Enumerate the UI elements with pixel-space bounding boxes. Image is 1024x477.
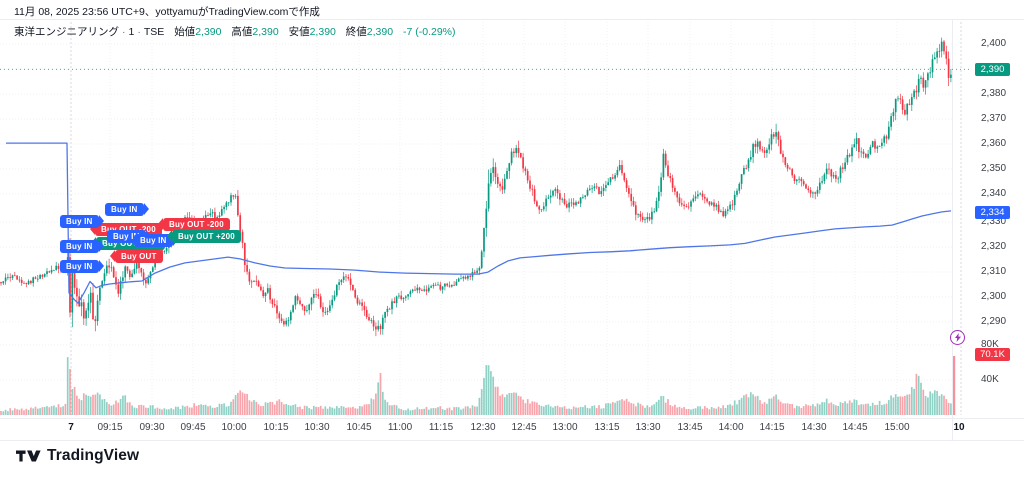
- time-axis-label: 14:15: [759, 422, 785, 433]
- price-axis-label: 40K: [981, 374, 999, 385]
- time-axis-label: 12:30: [470, 422, 496, 433]
- time-axis-label: 10:00: [221, 422, 247, 433]
- close-label: 終値: [345, 26, 367, 38]
- high-label: 高値: [231, 26, 253, 38]
- time-axis-label: 09:30: [139, 422, 165, 433]
- interval-label: 1: [128, 26, 135, 38]
- volume-value-badge: 70.1K: [975, 347, 1010, 361]
- price-axis-label: 2,300: [981, 291, 1007, 302]
- trade-marker-buy-in[interactable]: Buy IN: [60, 240, 104, 253]
- time-axis-label: 13:30: [635, 422, 661, 433]
- low-value: 2,390: [309, 26, 336, 38]
- tradingview-logo-icon: [16, 450, 41, 462]
- trade-marker-buy-in[interactable]: Buy IN: [60, 215, 104, 228]
- price-axis-label: 2,400: [981, 38, 1007, 49]
- price-axis-label: 2,350: [981, 163, 1007, 174]
- open-value: 2,390: [195, 26, 222, 38]
- time-axis-label: 10:45: [346, 422, 372, 433]
- time-axis-label: 13:15: [594, 422, 620, 433]
- ma-value-badge: 2,334: [975, 205, 1010, 219]
- price-axis-label: 2,360: [981, 138, 1007, 149]
- time-axis-label: 15:00: [884, 422, 910, 433]
- time-axis-label: 12:45: [511, 422, 537, 433]
- tradingview-logo-text: TradingView: [47, 447, 140, 464]
- price-axis-label: 2,380: [981, 88, 1007, 99]
- time-axis-label: 13:45: [677, 422, 703, 433]
- time-axis-border: [0, 418, 1024, 419]
- time-axis-label: 10:30: [304, 422, 330, 433]
- time-axis-label: 11:00: [387, 422, 413, 433]
- instant-order-button[interactable]: [950, 330, 965, 345]
- price-axis-label: 2,290: [981, 316, 1007, 327]
- low-label: 安値: [288, 26, 310, 38]
- price-axis-label: 2,340: [981, 188, 1007, 199]
- price-axis-border: [952, 20, 953, 441]
- trade-marker-buy-out[interactable]: Buy OUT: [110, 250, 163, 263]
- tradingview-logo[interactable]: TradingView: [16, 447, 139, 465]
- price-axis-label: 2,330: [981, 216, 1007, 227]
- footer-divider: [0, 440, 1024, 441]
- price-axis-label: 2,310: [981, 266, 1007, 277]
- change-value: -7 (-0.29%): [403, 26, 456, 38]
- trade-marker-buy-out--200[interactable]: Buy OUT -200: [158, 218, 230, 231]
- symbol-title: 東洋エンジニアリング: [14, 26, 119, 38]
- lightning-icon: [954, 333, 961, 342]
- exchange-label: TSE: [143, 26, 165, 38]
- price-axis-label: 80K: [981, 339, 999, 350]
- trade-marker-buy-in[interactable]: Buy IN: [105, 203, 149, 216]
- header-divider: [0, 19, 1024, 20]
- time-axis-label: 11:15: [428, 422, 454, 433]
- symbol-legend[interactable]: 東洋エンジニアリング · 1 · TSE 始値2,390 高値2,390 安値2,390…: [14, 26, 456, 38]
- time-axis-label: 14:00: [718, 422, 744, 433]
- time-axis-label: 14:30: [801, 422, 827, 433]
- trade-marker-buy-out-+200[interactable]: Buy OUT +200: [167, 230, 241, 243]
- trade-marker-buy-in[interactable]: Buy IN: [60, 260, 104, 273]
- time-axis-label: 10: [953, 422, 965, 433]
- open-label: 始値: [174, 26, 196, 38]
- time-axis-label: 10:15: [263, 422, 289, 433]
- snapshot-attribution: 11月 08, 2025 23:56 UTC+9、yottyamuがTradin…: [14, 6, 320, 18]
- time-axis-label: 14:45: [842, 422, 868, 433]
- last-price-badge: 2,390: [975, 62, 1010, 76]
- time-axis-label: 13:00: [552, 422, 578, 433]
- price-axis-label: 2,320: [981, 241, 1007, 252]
- time-axis-label: 09:15: [97, 422, 123, 433]
- price-axis-label: 2,370: [981, 113, 1007, 124]
- high-value: 2,390: [252, 26, 279, 38]
- time-axis-label: 09:45: [180, 422, 206, 433]
- close-value: 2,390: [366, 26, 394, 38]
- time-axis-label: 7: [68, 422, 74, 433]
